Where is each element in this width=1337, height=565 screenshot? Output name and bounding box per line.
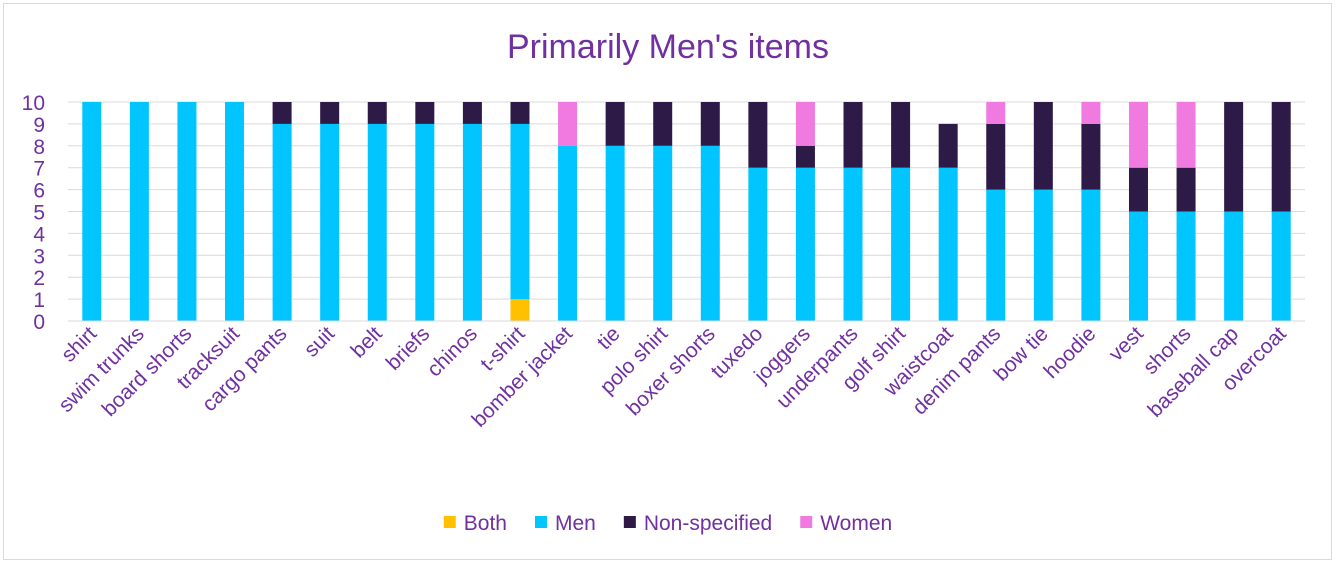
bar-segment [1176, 211, 1196, 321]
bar-segment [1271, 102, 1291, 212]
bar-segment [272, 123, 292, 322]
legend-label: Both [464, 512, 507, 535]
gridlines [68, 101, 1305, 322]
bar-segment [558, 145, 578, 321]
y-tick-label: 3 [33, 245, 45, 268]
legend-swatch [534, 516, 547, 528]
x-tick-label: bow tie [990, 322, 1053, 385]
bar-segment [700, 145, 720, 321]
bar-segment [1224, 102, 1244, 212]
y-tick-label: 8 [33, 136, 45, 159]
y-tick-label: 0 [33, 311, 45, 334]
x-tick-label: tie [593, 322, 625, 354]
bar-segment [1081, 123, 1101, 190]
bar-segment [986, 123, 1006, 190]
legend-label: Women [820, 512, 892, 535]
bar-segment [225, 102, 245, 321]
bar-segment [653, 102, 673, 146]
bar-segment [367, 123, 387, 322]
bar-segment [795, 145, 815, 168]
bar-segment [938, 123, 958, 168]
bar-segment [1271, 211, 1291, 321]
bar-segment [891, 102, 911, 168]
bar-segment [843, 167, 863, 321]
bar-segment [510, 123, 530, 300]
bar-segment [177, 102, 197, 321]
bar-segment [795, 102, 815, 146]
legend-swatch [443, 516, 456, 528]
bar-segment [748, 102, 768, 168]
legend-swatch [623, 516, 636, 528]
y-tick-label: 6 [33, 180, 45, 203]
legend-label: Non-specified [644, 512, 772, 535]
bar-segment [986, 102, 1006, 124]
bar-segment [938, 167, 958, 321]
bar-segment [795, 167, 815, 321]
bar-segment [1128, 102, 1148, 168]
bar-segment [1033, 102, 1053, 190]
y-tick-label: 2 [33, 267, 45, 290]
bar-segment [462, 123, 482, 322]
bars [82, 102, 1291, 322]
bar-segment [558, 102, 578, 146]
bar-segment [605, 102, 625, 146]
legend-swatch [800, 516, 813, 528]
bar-segment [1224, 211, 1244, 321]
bar-segment [1081, 102, 1101, 124]
bar-segment [605, 145, 625, 321]
bar-segment [748, 167, 768, 321]
x-tick-label: hoodie [1040, 322, 1101, 383]
bar-segment [415, 102, 435, 124]
bar-segment [510, 299, 530, 321]
bar-segment [1033, 189, 1053, 321]
bar-segment [1081, 189, 1101, 321]
bar-segment [1128, 211, 1148, 321]
bar-segment [82, 102, 102, 321]
bar-segment [272, 102, 292, 124]
y-tick-label: 5 [33, 202, 45, 225]
y-tick-label: 10 [22, 92, 45, 115]
bar-segment [367, 102, 387, 124]
chart-title: Primarily Men's items [507, 28, 829, 66]
y-tick-label: 4 [33, 223, 45, 246]
bar-segment [1128, 167, 1148, 212]
bar-segment [653, 145, 673, 321]
x-tick-label: suit [300, 322, 339, 361]
bar-segment [320, 123, 340, 322]
bar-segment [843, 102, 863, 168]
bar-segment [700, 102, 720, 146]
bar-segment [891, 167, 911, 321]
bar-segment [462, 102, 482, 124]
y-tick-label: 9 [33, 114, 45, 137]
bar-segment [986, 189, 1006, 321]
legend: Both Men Non-specified Women [443, 512, 892, 535]
x-tick-label: chinos [423, 322, 482, 381]
bar-segment [1176, 167, 1196, 212]
bar-segment [510, 102, 530, 124]
y-tick-label: 1 [33, 289, 45, 312]
bar-segment [415, 123, 435, 322]
bar-segment [129, 102, 149, 321]
legend-label: Men [555, 512, 596, 535]
bar-segment [320, 102, 340, 124]
x-tick-label: belt [347, 322, 387, 362]
y-tick-label: 7 [33, 158, 45, 181]
bar-segment [1176, 102, 1196, 168]
